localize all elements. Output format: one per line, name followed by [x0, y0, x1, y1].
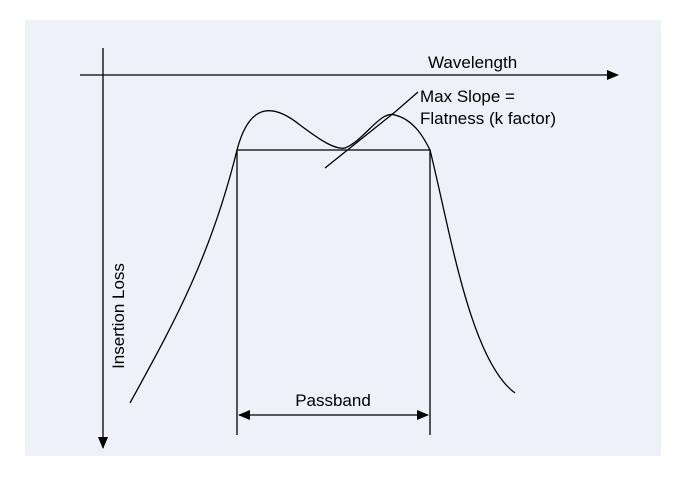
annotation-line: Flatness (k factor)	[420, 109, 556, 128]
y-axis-label: Insertion Loss	[109, 263, 128, 369]
slope-line	[324, 111, 396, 169]
response-curve	[129, 110, 516, 404]
panel	[25, 20, 661, 456]
x-axis-label: Wavelength	[428, 53, 517, 72]
leader-line	[394, 91, 419, 113]
annotation-line: Max Slope =	[420, 87, 515, 106]
passband-label: Passband	[295, 391, 371, 410]
